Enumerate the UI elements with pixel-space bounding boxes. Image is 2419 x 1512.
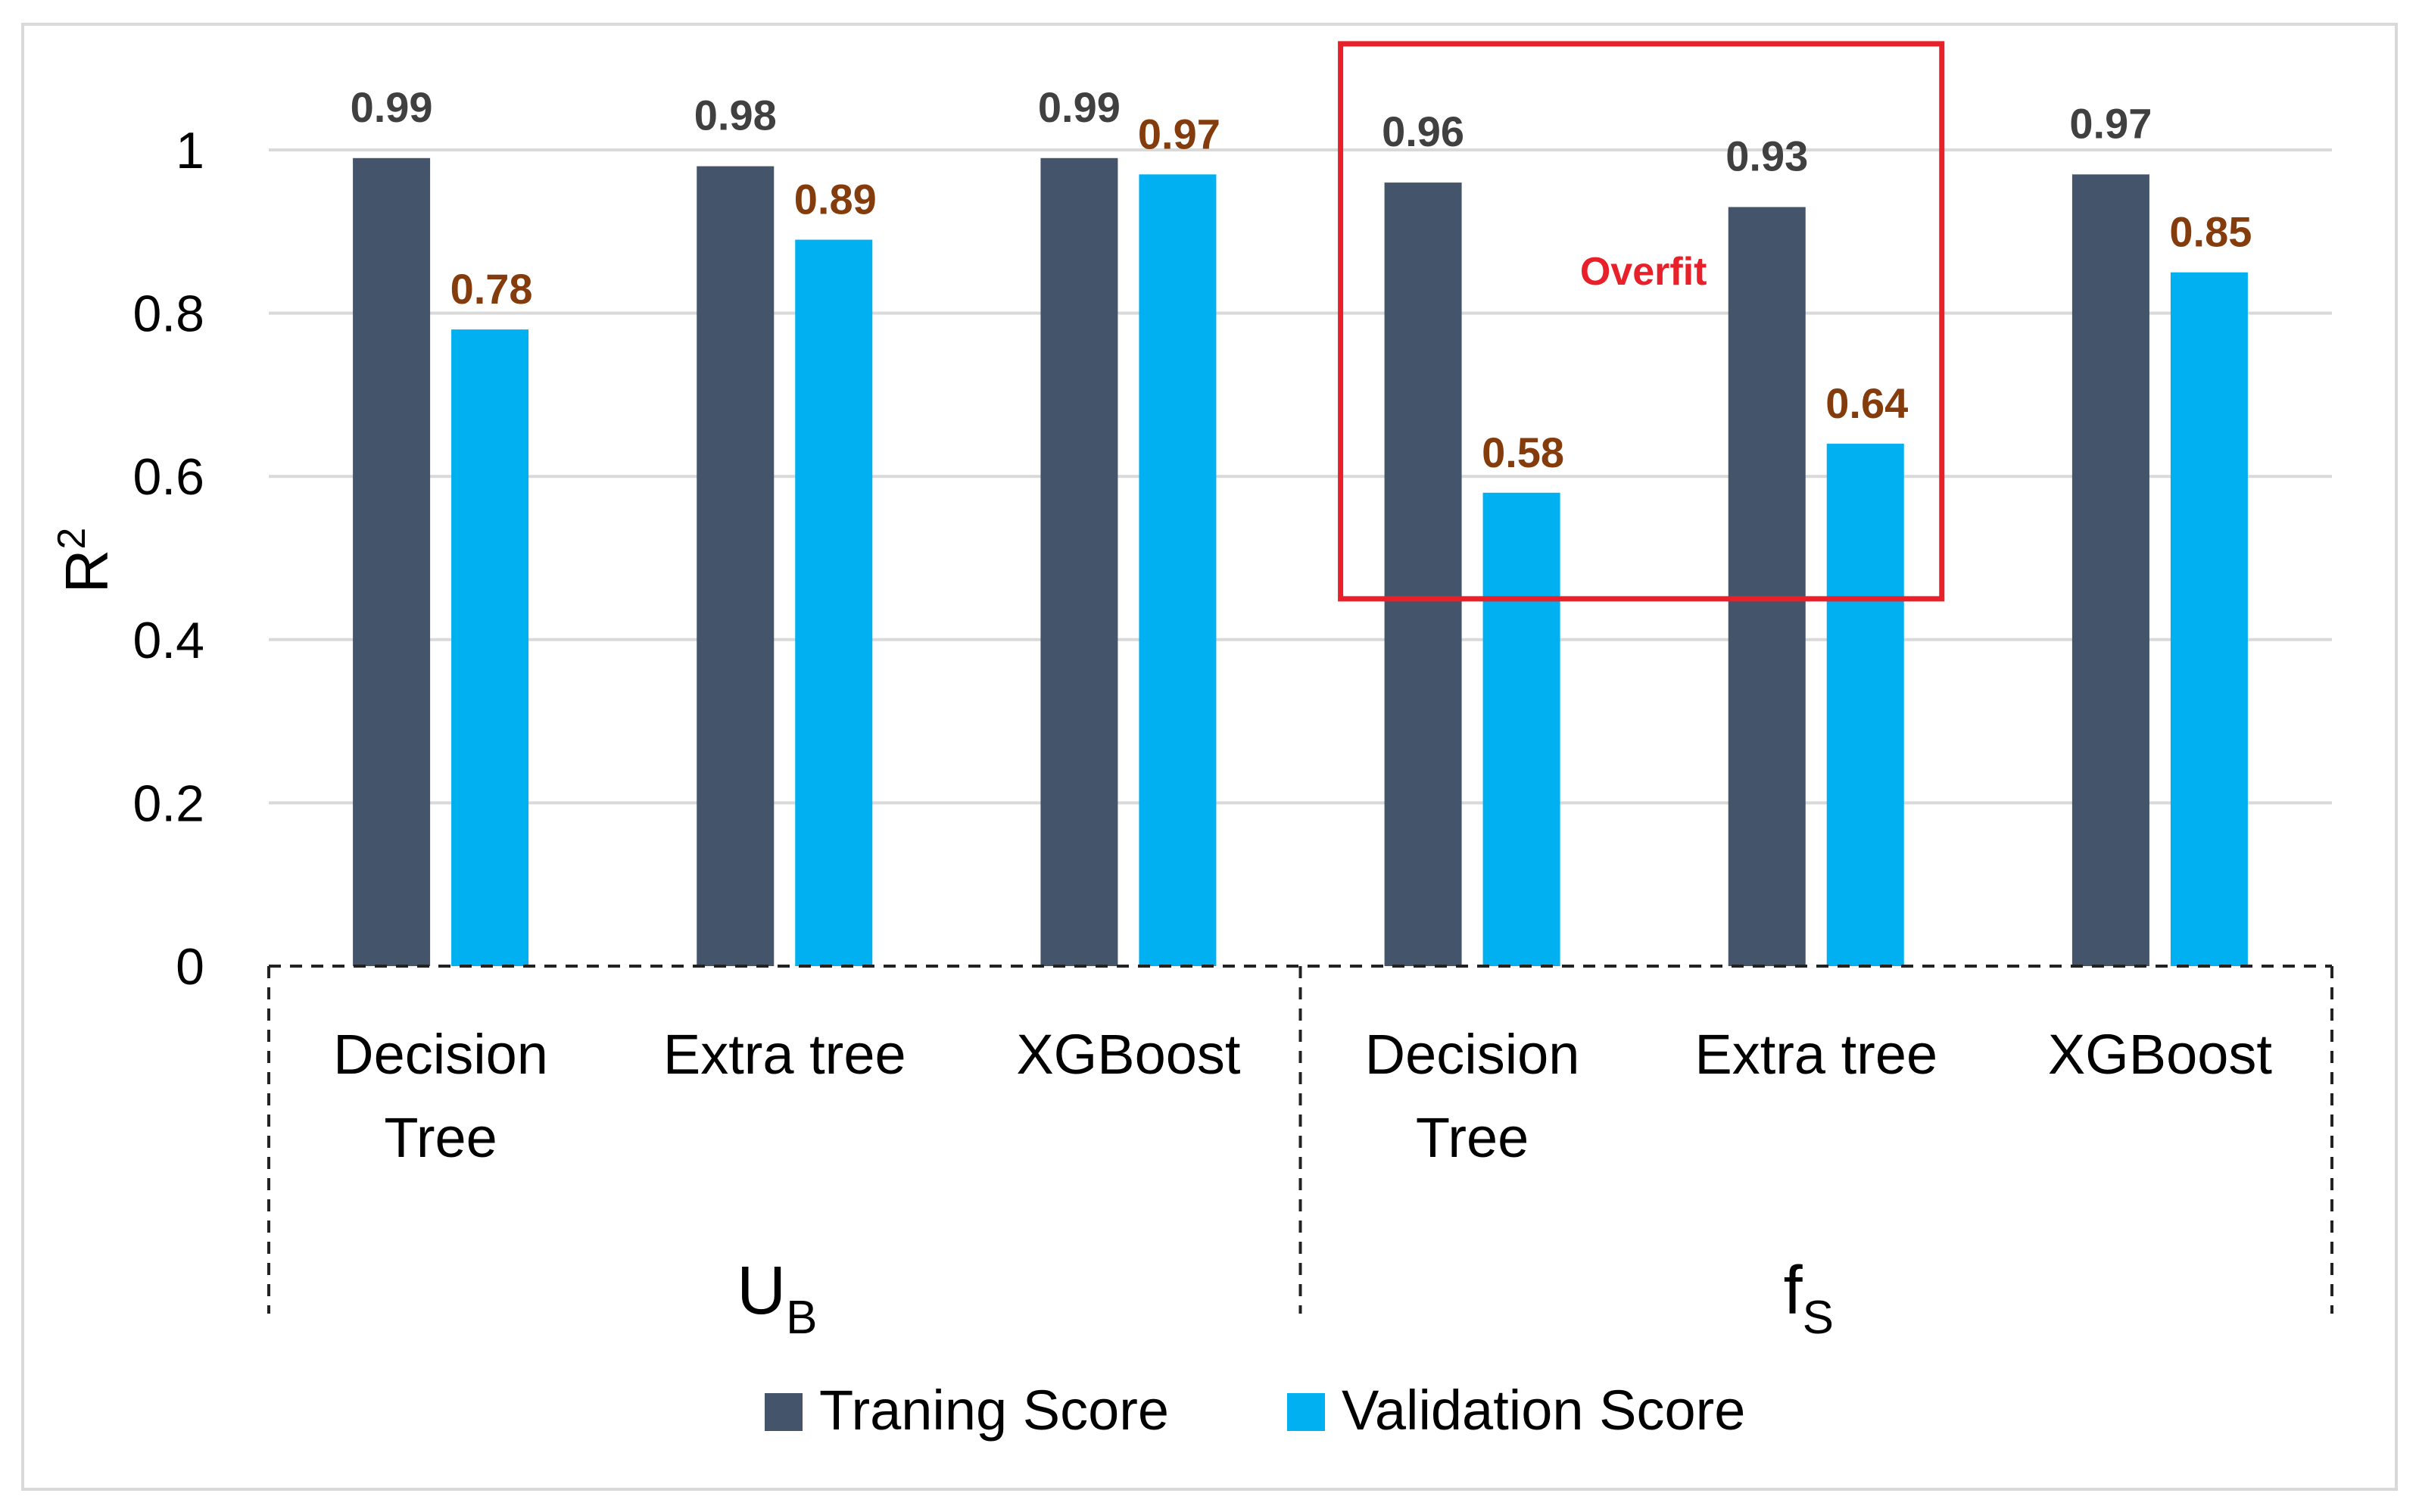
y-tick-label: 0.2 bbox=[132, 775, 204, 832]
y-axis-label-main: R bbox=[53, 550, 120, 594]
category-label: XGBoost bbox=[1016, 1023, 1241, 1086]
validation-bar bbox=[795, 239, 873, 967]
validation-data-label: 0.85 bbox=[2169, 208, 2252, 256]
y-tick-label: 0.6 bbox=[132, 448, 204, 506]
group-label: fS bbox=[1784, 1253, 1834, 1344]
validation-data-label: 0.78 bbox=[450, 265, 533, 313]
training-bar bbox=[1040, 157, 1118, 966]
training-bar bbox=[1384, 182, 1462, 966]
legend-swatch bbox=[1287, 1393, 1325, 1431]
group-label: UB bbox=[737, 1253, 817, 1344]
y-tick-label: 0 bbox=[176, 938, 204, 996]
validation-bar bbox=[1482, 492, 1560, 966]
category-label: Extra tree bbox=[663, 1023, 906, 1086]
category-label: XGBoost bbox=[2048, 1023, 2273, 1086]
validation-data-label: 0.58 bbox=[1482, 429, 1564, 476]
overfit-box bbox=[1338, 41, 1945, 602]
validation-data-label: 0.64 bbox=[1825, 379, 1908, 427]
y-tick-label: 0.8 bbox=[132, 285, 204, 343]
y-tick-label: 0.4 bbox=[132, 612, 204, 669]
y-tick-label: 1 bbox=[176, 122, 204, 179]
training-bar bbox=[1728, 207, 1806, 967]
training-data-label: 0.99 bbox=[1038, 83, 1121, 131]
training-bar bbox=[2071, 174, 2149, 967]
group-labels: UB fS bbox=[737, 1253, 1834, 1344]
validation-bar bbox=[2170, 272, 2248, 966]
training-data-label: 0.93 bbox=[1725, 132, 1808, 179]
overfit-label: Overfit bbox=[1580, 250, 1707, 294]
group-label-main: U bbox=[737, 1253, 786, 1329]
category-label: Extra tree bbox=[1694, 1023, 1937, 1086]
training-data-label: 0.96 bbox=[1382, 108, 1464, 155]
category-labels: Decision Tree Extra tree XGBoost Decision Tre… bbox=[333, 1023, 2272, 1169]
group-label-sub: S bbox=[1803, 1292, 1834, 1344]
training-bar bbox=[697, 166, 775, 966]
gridlines bbox=[269, 148, 2332, 805]
training-data-label: 0.99 bbox=[351, 83, 433, 131]
group-label-sub: B bbox=[786, 1292, 817, 1344]
legend-label: Validation Score bbox=[1342, 1379, 1745, 1442]
legend-label: Traning Score bbox=[819, 1379, 1169, 1442]
legend: Traning Score Validation Score bbox=[765, 1379, 1745, 1442]
validation-data-label: 0.97 bbox=[1138, 110, 1220, 157]
category-label: Decision bbox=[333, 1023, 548, 1086]
category-label: Decision bbox=[1365, 1023, 1580, 1086]
y-axis-label-sup: 2 bbox=[50, 528, 94, 550]
y-axis-label: R2 bbox=[50, 528, 120, 594]
training-bar bbox=[353, 157, 431, 966]
training-data-label: 0.97 bbox=[2069, 99, 2152, 147]
legend-swatch bbox=[765, 1393, 803, 1431]
overfit-annotation: Overfit bbox=[1338, 41, 1945, 602]
validation-bar bbox=[451, 329, 529, 966]
training-data-label: 0.98 bbox=[694, 92, 777, 139]
category-label: Tree bbox=[1416, 1106, 1529, 1169]
validation-bar bbox=[1139, 174, 1217, 967]
group-label-main: f bbox=[1784, 1253, 1803, 1329]
y-axis-ticks: 0 0.2 0.4 0.6 0.8 1 bbox=[132, 122, 204, 996]
category-dividers bbox=[267, 965, 2333, 1314]
validation-bar bbox=[1826, 444, 1904, 966]
validation-data-label: 0.89 bbox=[794, 176, 877, 223]
data-labels: 0.99 0.98 0.99 0.96 0.93 0.97 0.78 0.89 0.97 0.58… bbox=[351, 83, 2252, 476]
bars bbox=[353, 157, 2248, 967]
category-label: Tree bbox=[384, 1106, 497, 1169]
